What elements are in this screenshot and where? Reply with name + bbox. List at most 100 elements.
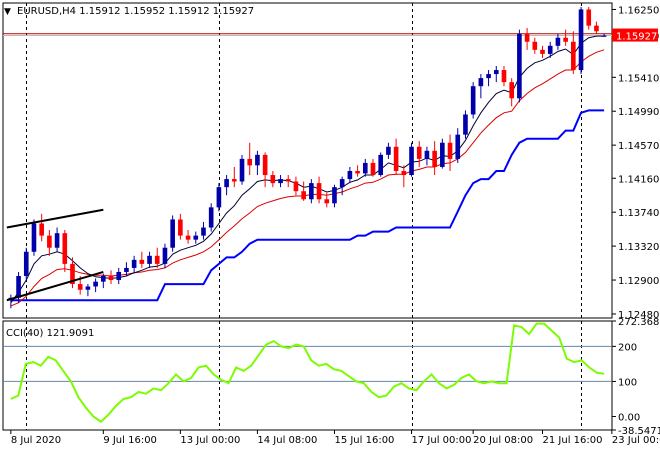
candle-body — [231, 179, 237, 182]
candle-body — [139, 259, 145, 264]
candle-body — [524, 33, 530, 42]
candle-body — [362, 162, 368, 174]
x-tick-label: 8 Jul 2020 — [11, 435, 61, 446]
y-tick-label: 1.14570 — [618, 141, 659, 152]
candle-body — [440, 142, 445, 167]
candle-body — [77, 284, 83, 290]
candle-body — [285, 179, 291, 182]
candle-body — [170, 219, 175, 248]
cci-title: CCI(40) 121.9091 — [6, 328, 94, 339]
candle-body — [432, 150, 437, 167]
x-tick-label: 15 Jul 16:00 — [334, 435, 394, 446]
trendline — [6, 208, 104, 229]
cci-tick-label: -38.5471 — [618, 426, 660, 437]
candle-body — [108, 276, 114, 281]
candle-body — [463, 114, 468, 135]
candle-body — [178, 219, 183, 236]
candle-body — [293, 181, 299, 192]
candle-body — [131, 259, 137, 268]
cci-tick-label: 0.00 — [618, 412, 640, 423]
candle-body — [378, 154, 384, 176]
candle-body — [578, 9, 584, 71]
candle-body — [355, 171, 360, 174]
candle-body — [262, 154, 268, 176]
candle-body — [401, 171, 407, 176]
candle-body — [278, 179, 283, 184]
candle-body — [447, 142, 453, 159]
main-frame — [2, 2, 613, 319]
candle-body — [309, 183, 314, 200]
candle-body — [70, 263, 75, 285]
candle-body — [594, 25, 599, 32]
x-tick-label: 14 Jul 08:00 — [257, 435, 317, 446]
candle-body — [324, 199, 330, 204]
candle-body — [470, 86, 476, 115]
candle-body — [85, 286, 91, 290]
candle-body — [332, 187, 337, 204]
candle-body — [224, 179, 229, 188]
candle-body — [23, 251, 29, 276]
candle-body — [478, 78, 484, 87]
candle-body — [532, 41, 538, 50]
x-tick-label: 9 Jul 16:00 — [103, 435, 157, 446]
y-tick-label: 1.14990 — [618, 107, 659, 118]
candle-body — [116, 271, 122, 281]
candle-body — [424, 150, 430, 159]
candle-body — [247, 158, 253, 166]
candle-body — [62, 233, 68, 264]
cci-tick-label: 200 — [618, 342, 637, 353]
candle-body — [416, 146, 422, 159]
cci-tick-label: 100 — [618, 377, 637, 388]
candle-body — [54, 233, 60, 248]
candle-body — [547, 45, 553, 54]
chart-title: EURUSD,H4 1.15912 1.15952 1.15912 1.1592… — [17, 6, 254, 17]
candle-body — [216, 187, 222, 208]
y-tick-label: 1.15410 — [618, 73, 659, 84]
y-tick-label: 1.14160 — [618, 174, 659, 185]
candle-body — [370, 162, 376, 176]
candle-body — [208, 207, 214, 228]
cci-line — [10, 322, 605, 423]
x-tick-label: 20 Jul 08:00 — [473, 435, 533, 446]
candle-body — [147, 255, 152, 264]
ma-slow-line — [10, 49, 605, 307]
cci-tick-label: 272.368 — [618, 317, 659, 328]
candle-body — [386, 146, 391, 155]
x-tick-label: 21 Jul 16:00 — [543, 435, 603, 446]
candle-body — [47, 235, 52, 248]
candle-body — [347, 171, 353, 180]
candle-body — [93, 281, 98, 287]
candle-body — [339, 179, 345, 188]
bid-price-label: 1.15927 — [616, 32, 657, 43]
y-tick-label: 1.12480 — [618, 310, 659, 321]
candle-body — [16, 276, 21, 298]
support-line — [10, 109, 605, 302]
candle-body — [193, 235, 199, 240]
axes: 1.162501.159301.154101.149901.145701.141… — [10, 5, 660, 446]
candle-body — [571, 41, 576, 71]
candle-body — [124, 267, 129, 272]
candle-body — [509, 82, 514, 99]
candle-body — [255, 154, 260, 166]
collapse-triangle-icon[interactable]: ▼ — [4, 7, 11, 17]
candle-body — [316, 183, 322, 200]
bid-price-box — [612, 28, 658, 42]
candle-body — [31, 223, 37, 252]
candle-body — [601, 35, 607, 37]
candle-body — [301, 191, 306, 200]
main-plot — [3, 7, 612, 309]
cci-frame — [2, 320, 613, 431]
candle-body — [486, 74, 491, 79]
candle-body — [162, 247, 168, 264]
cci-plot — [3, 322, 612, 423]
candle-body — [154, 255, 160, 264]
candle-body — [101, 276, 106, 282]
candle-body — [517, 33, 522, 99]
candle-body — [270, 175, 276, 184]
candle-body — [409, 146, 414, 176]
trendline — [6, 271, 104, 302]
y-tick-label: 1.13320 — [618, 242, 659, 253]
x-tick-label: 23 Jul 00:00 — [612, 435, 660, 446]
